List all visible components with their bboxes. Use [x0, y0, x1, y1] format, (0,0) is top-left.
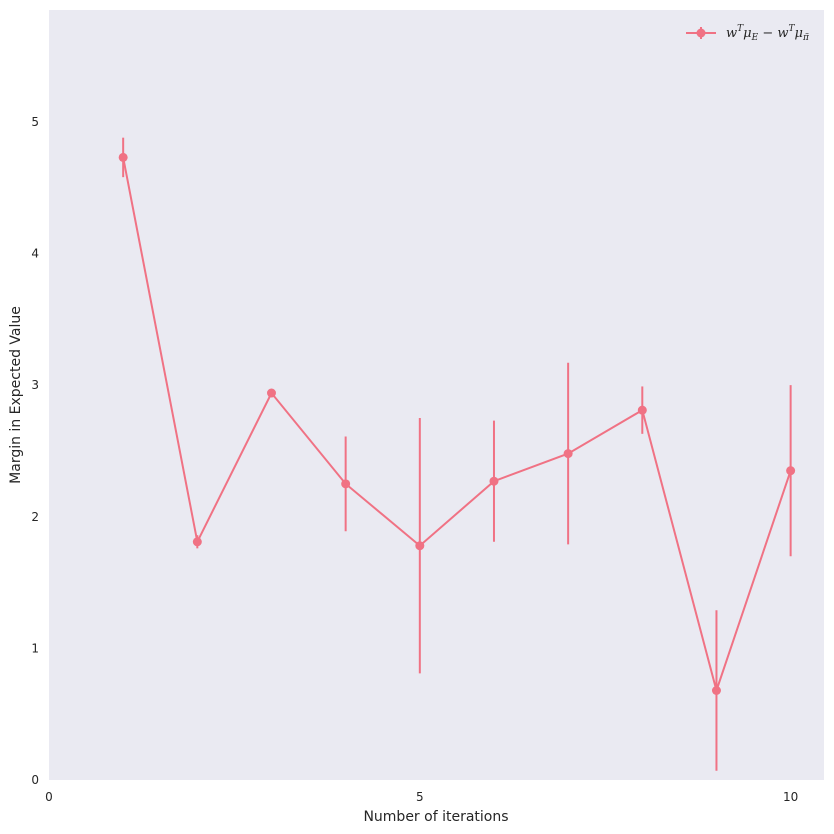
data-point	[489, 476, 499, 486]
y-tick-label: 1	[31, 641, 39, 655]
y-axis-label: Margin in Expected Value	[8, 306, 24, 484]
y-tick-label: 3	[31, 378, 39, 392]
data-point	[711, 685, 721, 695]
ticks: 0 5 10 0 1 2 3 4 5	[31, 115, 798, 804]
data-point	[192, 537, 202, 547]
x-tick-label: 0	[45, 790, 53, 804]
data-point	[266, 388, 276, 398]
x-tick-label: 5	[416, 790, 424, 804]
data-point	[637, 405, 647, 415]
series-markers	[118, 152, 796, 695]
data-point	[118, 152, 128, 162]
x-axis-label: Number of iterations	[363, 809, 508, 825]
data-point	[786, 466, 796, 476]
y-tick-label: 4	[31, 247, 39, 261]
x-tick-label: 10	[783, 790, 798, 804]
y-tick-label: 0	[31, 773, 39, 787]
data-point	[341, 479, 351, 489]
legend: wTμE − wTμπ̃	[686, 24, 810, 43]
y-tick-label: 5	[31, 115, 39, 129]
legend-label: wTμE − wTμπ̃	[726, 24, 810, 43]
series-line	[122, 157, 792, 694]
legend-marker-icon	[696, 28, 706, 38]
plot-area	[49, 10, 824, 780]
data-point	[415, 541, 425, 551]
y-tick-label: 2	[31, 510, 39, 524]
data-point	[563, 449, 573, 459]
